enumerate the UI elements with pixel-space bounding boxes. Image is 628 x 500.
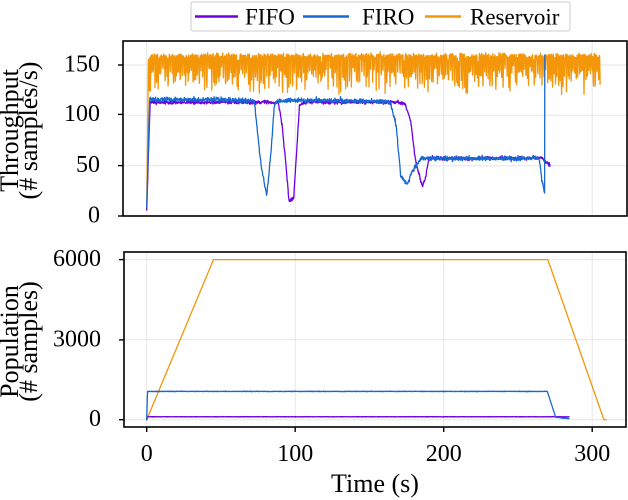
svg-text:Reservoir: Reservoir (470, 5, 560, 30)
svg-text:50: 50 (76, 152, 100, 178)
svg-text:200: 200 (426, 441, 462, 467)
svg-text:0: 0 (89, 406, 101, 432)
svg-text:FIFO: FIFO (245, 5, 295, 30)
svg-text:150: 150 (64, 52, 100, 78)
svg-text:0: 0 (141, 441, 153, 467)
svg-text:100: 100 (277, 441, 313, 467)
svg-text:300: 300 (574, 441, 610, 467)
svg-text:0: 0 (88, 203, 100, 229)
svg-text:(# samples): (# samples) (14, 281, 43, 402)
svg-text:6000: 6000 (53, 246, 101, 272)
svg-text:3000: 3000 (53, 326, 101, 352)
svg-text:Time (s): Time (s) (331, 469, 419, 498)
svg-text:FIRO: FIRO (362, 5, 414, 30)
svg-text:(# samples/s): (# samples/s) (14, 62, 43, 200)
svg-text:100: 100 (64, 101, 100, 127)
